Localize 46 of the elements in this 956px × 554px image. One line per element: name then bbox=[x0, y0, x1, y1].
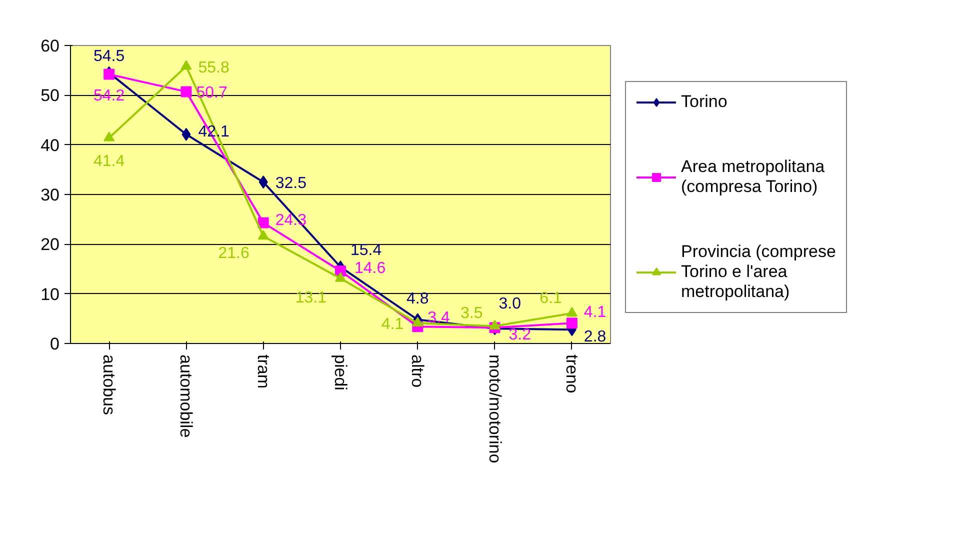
legend-label: Torino bbox=[681, 92, 728, 112]
point bbox=[489, 320, 500, 330]
y-tick-label: 60 bbox=[40, 36, 60, 56]
data-label: 3.0 bbox=[498, 296, 522, 313]
data-label: 6.1 bbox=[540, 290, 562, 308]
legend-label: Provincia (comprese Torino e l'area metropolitana) bbox=[681, 242, 836, 302]
point bbox=[182, 128, 191, 141]
y-tick-label: 30 bbox=[40, 186, 60, 204]
point bbox=[335, 272, 346, 282]
x-tick-label: autobus bbox=[100, 354, 119, 415]
data-label: 55.8 bbox=[198, 59, 230, 76]
point bbox=[412, 316, 424, 327]
y-tick-label: 20 bbox=[40, 235, 60, 254]
data-label: 3.5 bbox=[460, 305, 483, 322]
point bbox=[180, 86, 192, 98]
point bbox=[258, 230, 269, 240]
x-tick-label: piedi bbox=[331, 354, 350, 390]
legend-label: Area metropolitana (compresa Torino) bbox=[681, 157, 825, 197]
x-tick-label: tram bbox=[254, 354, 273, 388]
data-label: 2.8 bbox=[584, 328, 606, 346]
y-tick-label: 10 bbox=[40, 284, 60, 304]
data-label: 3.2 bbox=[508, 326, 532, 344]
data-label: 21.6 bbox=[218, 245, 250, 262]
point bbox=[258, 176, 268, 189]
point bbox=[180, 60, 192, 70]
data-label: 15.4 bbox=[350, 242, 382, 260]
data-label: 13.1 bbox=[295, 289, 327, 306]
y-tick-label: 0 bbox=[50, 334, 60, 354]
data-label: 32.5 bbox=[275, 175, 307, 192]
data-label: 4.8 bbox=[406, 290, 429, 308]
data-label: 54.5 bbox=[94, 48, 125, 65]
x-tick-label: automobile bbox=[176, 354, 196, 438]
point bbox=[104, 132, 115, 142]
x-tick-label: moto/motorino bbox=[485, 354, 504, 464]
data-label: 4.1 bbox=[584, 304, 606, 322]
y-tick-label: 40 bbox=[40, 136, 60, 155]
point bbox=[566, 318, 578, 329]
point bbox=[104, 68, 115, 80]
x-tick-label: altro bbox=[408, 354, 428, 388]
x-tick-label: treno bbox=[562, 354, 582, 394]
y-tick-label: 50 bbox=[40, 86, 60, 106]
data-label: 4.1 bbox=[381, 316, 404, 334]
point bbox=[566, 306, 578, 317]
data-label: 14.6 bbox=[354, 260, 386, 277]
point bbox=[258, 217, 269, 228]
data-label: 41.4 bbox=[94, 152, 125, 170]
